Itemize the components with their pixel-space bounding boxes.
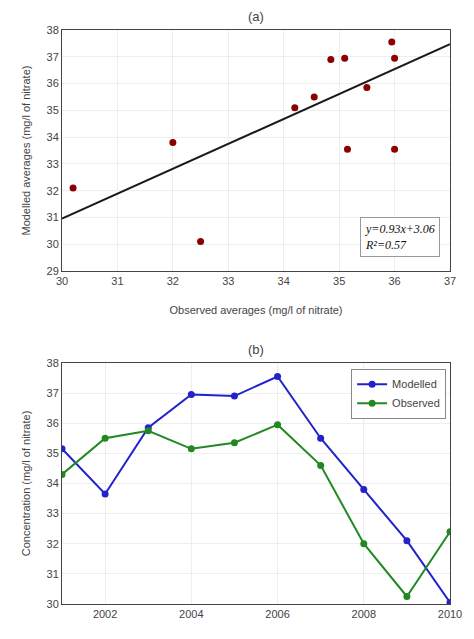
svg-text:Concentration (mg/l of nitrate: Concentration (mg/l of nitrate) bbox=[20, 411, 32, 557]
svg-text:33: 33 bbox=[222, 275, 234, 287]
svg-text:30: 30 bbox=[47, 598, 59, 610]
svg-text:(a): (a) bbox=[248, 9, 264, 24]
svg-text:37: 37 bbox=[444, 275, 456, 287]
svg-text:2004: 2004 bbox=[179, 608, 203, 620]
svg-text:38: 38 bbox=[47, 357, 59, 369]
svg-text:2006: 2006 bbox=[265, 608, 289, 620]
svg-text:36: 36 bbox=[388, 275, 400, 287]
svg-text:30: 30 bbox=[56, 275, 68, 287]
svg-text:2002: 2002 bbox=[93, 608, 117, 620]
svg-text:33: 33 bbox=[47, 158, 59, 170]
svg-text:34: 34 bbox=[278, 275, 290, 287]
svg-text:32: 32 bbox=[167, 275, 179, 287]
svg-text:35: 35 bbox=[47, 447, 59, 459]
svg-text:Observed averages (mg/l of nit: Observed averages (mg/l of nitrate) bbox=[169, 304, 342, 316]
svg-text:35: 35 bbox=[47, 104, 59, 116]
svg-text:31: 31 bbox=[47, 211, 59, 223]
svg-text:34: 34 bbox=[47, 131, 59, 143]
svg-text:30: 30 bbox=[47, 238, 59, 250]
svg-text:32: 32 bbox=[47, 185, 59, 197]
svg-text:38: 38 bbox=[47, 24, 59, 36]
svg-text:36: 36 bbox=[47, 417, 59, 429]
svg-text:y=0.93x+3.06R²=0.57: y=0.93x+3.06R²=0.57 bbox=[365, 222, 435, 252]
svg-text:33: 33 bbox=[47, 507, 59, 519]
svg-text:31: 31 bbox=[111, 275, 123, 287]
svg-text:2010: 2010 bbox=[438, 608, 462, 620]
svg-text:32: 32 bbox=[47, 538, 59, 550]
svg-text:Modelled averages (mg/l of nit: Modelled averages (mg/l of nitrate) bbox=[20, 66, 32, 236]
svg-text:37: 37 bbox=[47, 51, 59, 63]
svg-text:35: 35 bbox=[333, 275, 345, 287]
svg-text:36: 36 bbox=[47, 77, 59, 89]
svg-text:(b): (b) bbox=[248, 342, 264, 357]
svg-text:Observed: Observed bbox=[392, 397, 440, 409]
svg-text:34: 34 bbox=[47, 477, 59, 489]
svg-text:31: 31 bbox=[47, 568, 59, 580]
svg-text:29: 29 bbox=[47, 265, 59, 277]
svg-text:Modelled: Modelled bbox=[392, 378, 437, 390]
svg-text:37: 37 bbox=[47, 387, 59, 399]
svg-text:2008: 2008 bbox=[352, 608, 376, 620]
